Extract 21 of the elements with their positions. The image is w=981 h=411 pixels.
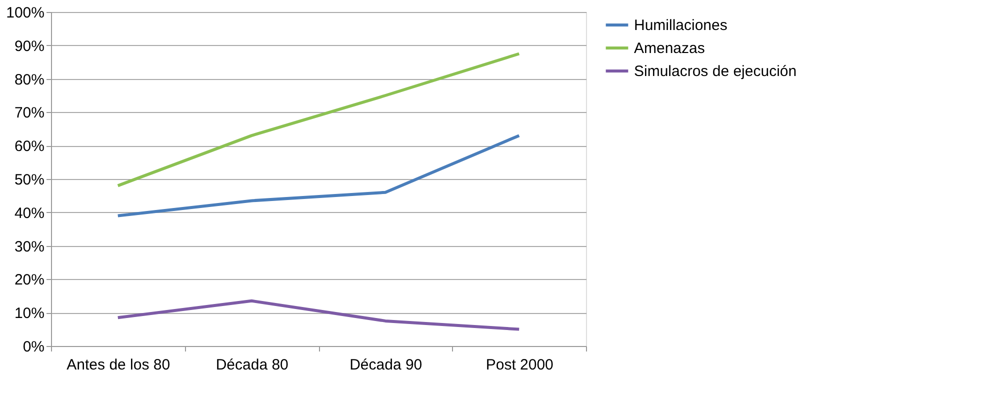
y-tick-label: 100% bbox=[6, 4, 44, 22]
y-tick-label: 90% bbox=[14, 38, 44, 55]
y-tick-label: 50% bbox=[14, 172, 44, 188]
line-series bbox=[116, 52, 521, 188]
y-tick-label: 20% bbox=[14, 272, 44, 289]
y-tick-label: 80% bbox=[14, 71, 44, 88]
legend-label: Amenazas bbox=[634, 40, 705, 57]
line-series bbox=[116, 134, 521, 218]
y-tick-label: 60% bbox=[14, 138, 44, 156]
x-tick-label: Década 80 bbox=[216, 356, 288, 374]
x-tick-label: Antes de los 80 bbox=[66, 356, 170, 374]
legend-label: Simulacros de ejecución bbox=[634, 63, 797, 80]
y-tick-label: 70% bbox=[14, 104, 44, 122]
x-tick-label: Década 90 bbox=[350, 356, 422, 374]
y-tick-label: 30% bbox=[14, 238, 44, 256]
x-tick-label: Post 2000 bbox=[486, 356, 554, 374]
legend-label: Humillaciones bbox=[634, 17, 728, 34]
y-tick-label: 40% bbox=[14, 204, 44, 222]
y-tick-label: 10% bbox=[14, 305, 44, 322]
line-series bbox=[116, 299, 521, 331]
y-tick-label: 0% bbox=[22, 338, 44, 356]
